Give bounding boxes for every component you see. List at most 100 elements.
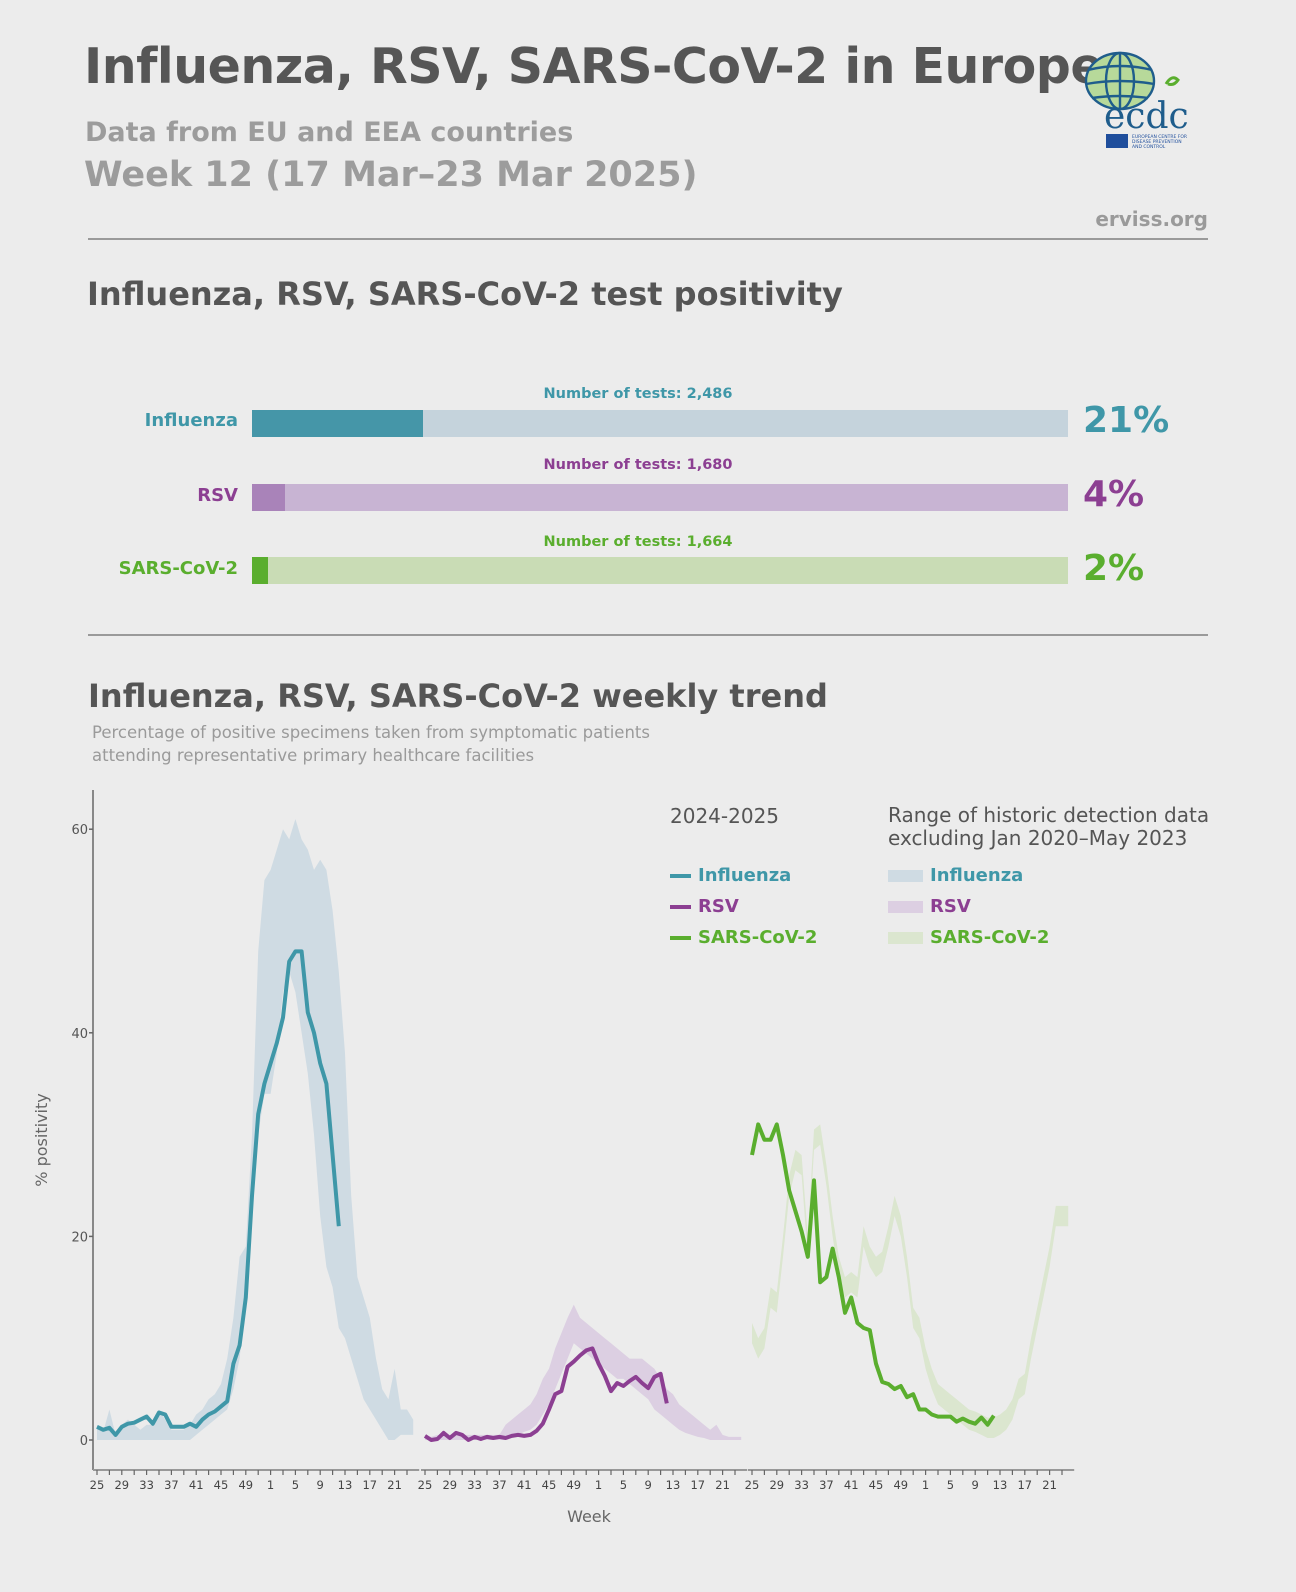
x-tick-label: 29 [442, 1478, 457, 1492]
sars-cov-2-bar-fill [252, 557, 269, 584]
x-tick-label: 13 [993, 1478, 1008, 1492]
x-tick-label: 33 [794, 1478, 809, 1492]
historic-range-band [752, 1124, 1069, 1438]
trend-title: Influenza, RSV, SARS-CoV-2 weekly trend [88, 677, 828, 715]
divider [88, 634, 1208, 636]
influenza-label: Influenza [144, 410, 238, 431]
x-tick-label: 17 [362, 1478, 377, 1492]
x-tick-label: 25 [418, 1478, 433, 1492]
report-week: Week 12 (17 Mar–23 Mar 2025) [84, 155, 698, 195]
x-tick-label: 21 [715, 1478, 730, 1492]
x-tick-label: 25 [90, 1478, 105, 1492]
legend-label: SARS-CoV-2 [698, 927, 818, 948]
positivity-title: Influenza, RSV, SARS-CoV-2 test positivi… [87, 275, 843, 313]
x-tick-label: 5 [292, 1478, 299, 1492]
svg-text:AND CONTROL: AND CONTROL [1132, 144, 1166, 150]
legend-season-title: 2024-2025 [670, 804, 780, 828]
legend-line-swatch [670, 905, 691, 909]
x-tick-label: 33 [139, 1478, 154, 1492]
x-axis-label: Week [567, 1507, 612, 1526]
x-tick-label: 37 [492, 1478, 507, 1492]
svg-text:DISEASE PREVENTION: DISEASE PREVENTION [1132, 139, 1182, 145]
influenza-bar [252, 410, 1068, 437]
x-tick-label: 37 [164, 1478, 179, 1492]
x-tick-label: 9 [972, 1478, 979, 1492]
legend-historic-title: Range of historic detection data excludi… [888, 804, 1209, 850]
y-tick-label: 40 [71, 1027, 88, 1042]
influenza-percent: 21% [1083, 400, 1170, 441]
x-tick-label: 25 [745, 1478, 760, 1492]
legend-label: RSV [698, 896, 739, 917]
x-tick-label: 37 [819, 1478, 834, 1492]
rsv-percent: 4% [1083, 474, 1145, 515]
x-tick-label: 9 [645, 1478, 652, 1492]
influenza-tests: Number of tests: 2,486 [543, 386, 733, 402]
site-link[interactable]: erviss.org [1095, 207, 1208, 231]
svg-text:ecdc: ecdc [1104, 96, 1189, 137]
legend-label: RSV [930, 896, 971, 917]
legend-historic-title-2: excluding Jan 2020–May 2023 [888, 826, 1188, 850]
x-tick-label: 41 [517, 1478, 532, 1492]
x-tick-label: 49 [566, 1478, 581, 1492]
panel-rsv: 25 29 33 37 41 45 49 1 5 9 13 17 21 [418, 1304, 748, 1492]
rsv-tests: Number of tests: 1,680 [543, 457, 733, 473]
rsv-bar [252, 484, 1068, 511]
x-tick-label: 17 [1017, 1478, 1032, 1492]
x-tick-label: 13 [666, 1478, 681, 1492]
x-tick-label: 1 [595, 1478, 602, 1492]
x-tick-label: 1 [922, 1478, 929, 1492]
legend-label: SARS-CoV-2 [930, 927, 1050, 948]
panel-influenza: 25 29 33 37 41 45 49 1 5 9 13 17 21 [90, 819, 420, 1492]
rsv-label: RSV [197, 485, 238, 506]
x-tick-label: 29 [114, 1478, 129, 1492]
x-tick-label: 49 [238, 1478, 253, 1492]
x-tick-label: 5 [620, 1478, 627, 1492]
x-tick-label: 1 [267, 1478, 274, 1492]
legend-band-swatch [888, 932, 923, 944]
x-tick-label: 29 [769, 1478, 784, 1492]
y-tick-label: 20 [71, 1230, 88, 1245]
page-title: Influenza, RSV, SARS-CoV-2 in Europe [84, 38, 1104, 95]
x-tick-label: 33 [467, 1478, 482, 1492]
globe-icon: ecdc EUROPEAN CENTRE FOR DISEASE PREVENT… [1084, 51, 1189, 150]
season-line [750, 1122, 996, 1427]
legend-label: Influenza [698, 865, 792, 886]
x-tick-label: 21 [1042, 1478, 1057, 1492]
x-tick-label: 5 [947, 1478, 954, 1492]
trend-subtitle: Percentage of positive specimens taken f… [92, 721, 712, 767]
rsv-bar-fill [252, 484, 285, 511]
ecdc-logo: ecdc EUROPEAN CENTRE FOR DISEASE PREVENT… [1080, 48, 1210, 153]
legend-historic-title-1: Range of historic detection data [888, 803, 1210, 827]
influenza-bar-fill [252, 410, 424, 437]
sars-cov-2-percent: 2% [1083, 548, 1145, 589]
x-tick-label: 41 [189, 1478, 204, 1492]
y-axis-label: % positivity [32, 1093, 51, 1186]
x-tick-label: 41 [844, 1478, 859, 1492]
svg-text:EUROPEAN CENTRE FOR: EUROPEAN CENTRE FOR [1132, 134, 1187, 140]
legend-band-swatch [888, 901, 923, 913]
historic-range-band [425, 1304, 742, 1440]
x-tick-label: 17 [690, 1478, 705, 1492]
season-line [96, 949, 341, 1437]
trend-subtitle-line-2: attending representative primary healthc… [92, 746, 535, 765]
x-tick-label: 21 [387, 1478, 402, 1492]
sars-cov-2-bar [252, 557, 1068, 584]
legend-line-swatch [670, 874, 691, 878]
x-tick-label: 45 [214, 1478, 229, 1492]
x-tick-label: 9 [317, 1478, 324, 1492]
x-tick-label: 13 [338, 1478, 353, 1492]
x-tick-label: 45 [542, 1478, 557, 1492]
x-tick-label: 49 [893, 1478, 908, 1492]
legend-line-swatch [670, 936, 691, 940]
season-line [423, 1346, 669, 1442]
page-subtitle: Data from EU and EEA countries [85, 117, 574, 148]
y-tick-label: 0 [80, 1434, 88, 1449]
y-tick-label: 60 [71, 823, 88, 838]
legend-label: Influenza [930, 865, 1024, 886]
panel-sars-cov-2: 25 29 33 37 41 45 49 1 5 9 13 17 21 [745, 1122, 1075, 1492]
trend-subtitle-line-1: Percentage of positive specimens taken f… [92, 723, 650, 742]
divider [88, 238, 1208, 240]
x-tick-label: 45 [869, 1478, 884, 1492]
trend-chart: 0 20 40 60 % positivity Week 25 29 33 37 41 45 49 1 5 9… [32, 790, 1075, 1526]
sars-cov-2-label: SARS-CoV-2 [118, 558, 238, 579]
